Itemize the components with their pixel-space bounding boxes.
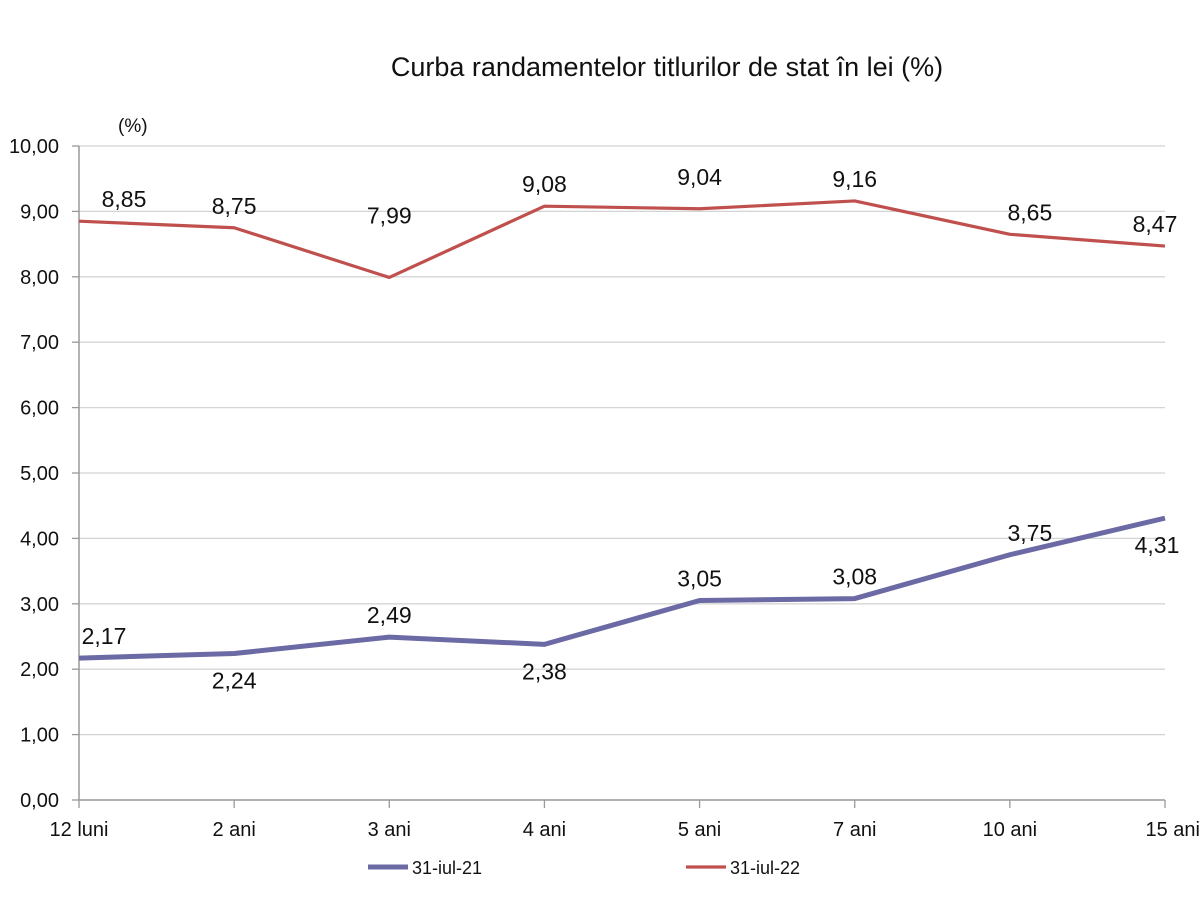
data-label: 3,08	[832, 564, 877, 590]
y-tick-label: 1,00	[20, 725, 59, 747]
series-line	[78, 515, 1166, 661]
axes: 0,00 1,00 2,00 3,00 4,00 5,00 6,00 7,00 8,00 9,00…	[9, 136, 1200, 841]
y-tick-label: 10,00	[9, 136, 59, 158]
x-tick-label: 5 ani	[678, 819, 721, 841]
y-tick-label: 8,00	[20, 267, 59, 289]
chart-title: Curba randamentelor titlurilor de stat î…	[390, 52, 944, 82]
data-label: 2,49	[367, 602, 412, 628]
y-tick-label: 0,00	[20, 790, 59, 812]
x-tick-label: 7 ani	[833, 819, 876, 841]
legend-label: 31-iul-21	[412, 858, 482, 878]
y-tick-label: 7,00	[20, 332, 59, 354]
data-label: 8,75	[212, 193, 257, 219]
data-label: 3,05	[677, 566, 722, 592]
data-label: 2,38	[522, 658, 567, 684]
x-tick-label: 2 ani	[212, 819, 255, 841]
legend: 31-iul-21 31-iul-22	[368, 858, 800, 878]
grid-lines	[79, 145, 1165, 736]
data-label: 4,31	[1135, 532, 1180, 558]
data-label: 9,16	[832, 166, 877, 192]
data-label: 9,04	[677, 164, 722, 190]
legend-label: 31-iul-22	[730, 858, 800, 878]
data-labels: 2,17 2,24 2,49 2,38 3,05 3,08 3,75 4,31 8,85 8,75…	[82, 164, 1180, 694]
data-label: 8,65	[1007, 199, 1052, 225]
data-label: 3,75	[1007, 520, 1052, 546]
y-tick-label: 2,00	[20, 659, 59, 681]
y-tick-label: 5,00	[20, 463, 59, 485]
data-label: 8,85	[102, 186, 147, 212]
y-tick-label: 3,00	[20, 594, 59, 616]
data-label: 2,17	[82, 623, 127, 649]
data-label: 9,08	[522, 171, 567, 197]
x-tick-label: 12 luni	[50, 819, 109, 841]
x-tick-label: 4 ani	[523, 819, 566, 841]
y-axis-unit-label: (%)	[118, 116, 148, 137]
x-tick-label: 3 ani	[368, 819, 411, 841]
series-line	[78, 199, 1166, 280]
y-tick-label: 9,00	[20, 201, 59, 223]
x-tick-label: 10 ani	[983, 819, 1038, 841]
data-label: 2,24	[212, 668, 257, 694]
data-label: 8,47	[1133, 211, 1178, 237]
y-tick-label: 4,00	[20, 528, 59, 550]
data-label: 7,99	[367, 202, 412, 228]
series-lines	[78, 199, 1166, 661]
y-tick-label: 6,00	[20, 398, 59, 420]
x-tick-label: 15 ani	[1146, 819, 1200, 841]
